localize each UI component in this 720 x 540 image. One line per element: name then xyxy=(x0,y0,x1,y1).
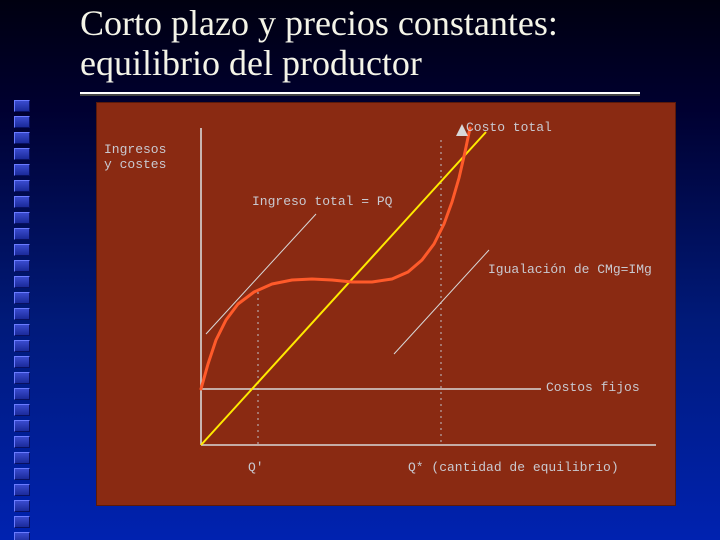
bullet-square xyxy=(14,516,30,528)
bullet-square xyxy=(14,404,30,416)
bullet-square xyxy=(14,484,30,496)
label-revenue: Ingreso total = PQ xyxy=(252,194,392,209)
label-q1: Q' xyxy=(248,460,264,475)
title-underline xyxy=(80,92,640,94)
bullet-square xyxy=(14,356,30,368)
bullet-square xyxy=(14,212,30,224)
chart-area: Ingresos y costes Ingreso total = PQ Cos… xyxy=(96,102,676,506)
bullet-square xyxy=(14,308,30,320)
slide: Corto plazo y precios constantes: equili… xyxy=(0,0,720,540)
label-fixed-cost: Costos fijos xyxy=(546,380,640,395)
bullet-square xyxy=(14,244,30,256)
title-line-1: Corto plazo y precios constantes: xyxy=(80,3,558,43)
label-q2: Q* (cantidad de equilibrio) xyxy=(408,460,619,475)
bullet-square xyxy=(14,148,30,160)
bullet-square xyxy=(14,276,30,288)
bullet-square xyxy=(14,372,30,384)
bullet-square xyxy=(14,132,30,144)
bullet-square xyxy=(14,468,30,480)
bullet-square xyxy=(14,228,30,240)
title-line-2: equilibrio del productor xyxy=(80,43,422,83)
bullet-square xyxy=(14,100,30,112)
bullet-square xyxy=(14,324,30,336)
label-total-cost: Costo total xyxy=(466,120,552,135)
bullet-square xyxy=(14,260,30,272)
bullet-square xyxy=(14,164,30,176)
decorative-bullets xyxy=(14,100,36,540)
bullet-square xyxy=(14,340,30,352)
slide-title: Corto plazo y precios constantes: equili… xyxy=(80,4,690,83)
bullet-square xyxy=(14,388,30,400)
bullet-square xyxy=(14,452,30,464)
label-y-axis: Ingresos y costes xyxy=(104,142,166,172)
bullet-square xyxy=(14,292,30,304)
chart-svg xyxy=(96,102,676,506)
bullet-square xyxy=(14,180,30,192)
bullet-square xyxy=(14,420,30,432)
bullet-square xyxy=(14,196,30,208)
bullet-square xyxy=(14,116,30,128)
label-equal: Igualación de CMg=IMg xyxy=(488,262,652,277)
bullet-square xyxy=(14,532,30,540)
bullet-square xyxy=(14,500,30,512)
bullet-square xyxy=(14,436,30,448)
